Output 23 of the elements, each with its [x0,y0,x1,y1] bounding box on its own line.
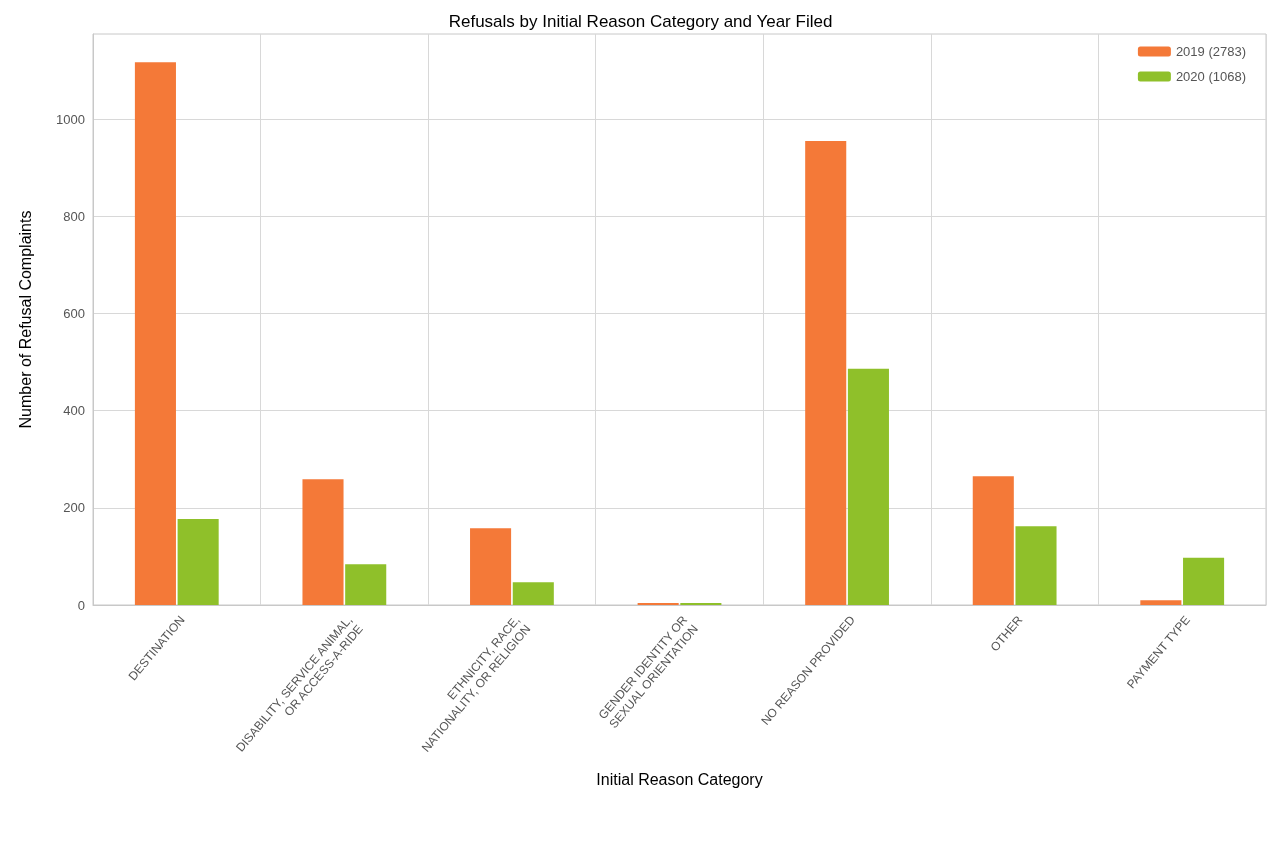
y-tick-label: 400 [63,403,85,419]
legend-label: 2019 (2783) [1175,44,1247,59]
bar [972,476,1014,605]
y-tick-label: 600 [63,305,85,321]
bar [177,518,219,605]
y-tick-label: 1000 [56,111,85,127]
bar [302,479,344,605]
bar [134,62,176,605]
bar [1015,526,1057,605]
bar [847,368,889,605]
y-axis-title: Number of Refusal Complaints [16,210,34,429]
y-tick-label: 800 [63,208,85,224]
bar [805,140,847,605]
y-tick-label: 200 [63,500,85,516]
bar [1140,600,1182,605]
x-axis-title: Initial Reason Category [596,770,763,788]
bar [1183,557,1225,605]
y-tick-label: 0 [77,597,85,613]
bar [345,564,387,605]
legend-label: 2020 (1068) [1175,69,1247,84]
chart-title: Refusals by Initial Reason Category and Year Filed [448,12,833,31]
bar [512,582,554,605]
bar [470,528,512,605]
